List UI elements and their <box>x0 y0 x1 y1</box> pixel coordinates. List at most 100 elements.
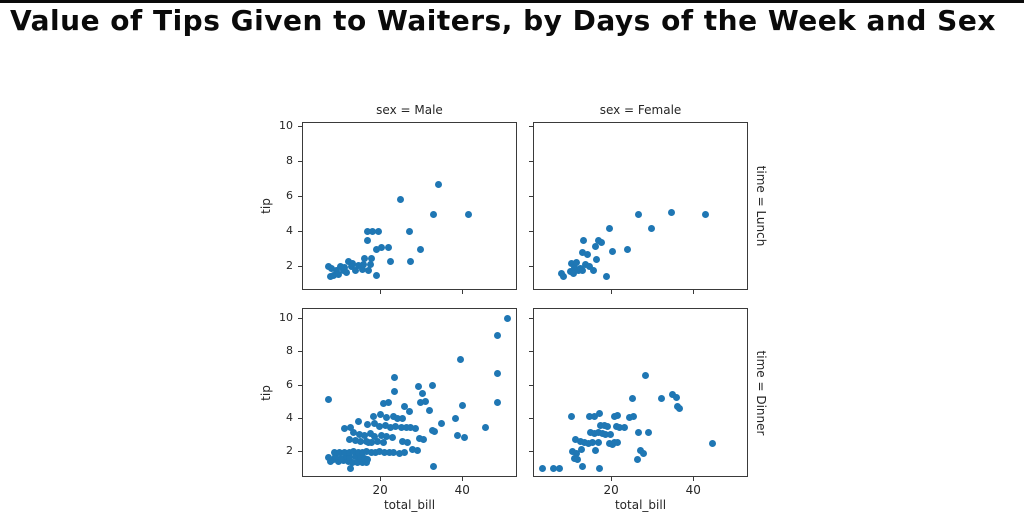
scatter-point <box>414 383 422 391</box>
figure-title: Value of Tips Given to Waiters, by Days … <box>10 4 996 37</box>
scatter-point <box>629 413 637 421</box>
scatter-point <box>344 257 352 265</box>
scatter-point <box>341 448 349 456</box>
scatter-point <box>616 423 624 431</box>
scatter-point <box>389 433 397 441</box>
y-tick <box>529 230 533 232</box>
scatter-point <box>647 224 655 232</box>
scatter-point <box>382 413 390 421</box>
scatter-point <box>378 243 386 251</box>
scatter-point <box>579 236 587 244</box>
scatter-point <box>406 424 414 432</box>
col-title-sex-female: sex = Female <box>599 103 682 117</box>
scatter-point <box>354 417 362 425</box>
scatter-point <box>334 270 342 278</box>
scatter-point <box>417 245 425 253</box>
scatter-point <box>589 439 597 447</box>
scatter-point <box>460 433 468 441</box>
y-tick <box>529 195 533 197</box>
scatter-point <box>355 261 363 269</box>
scatter-point <box>585 263 593 270</box>
scatter-point <box>402 424 410 432</box>
scatter-point <box>406 407 414 415</box>
scatter-point <box>590 412 598 420</box>
scatter-point <box>614 412 622 420</box>
scatter-point <box>422 397 430 405</box>
y-tick-label: 8 <box>286 344 293 358</box>
y-tick <box>529 451 533 453</box>
row-label-time-dinner: time = Dinner <box>754 350 768 435</box>
scatter-point <box>366 430 374 438</box>
scatter-point <box>569 448 577 456</box>
scatter-point <box>435 180 443 188</box>
scatter-point <box>414 447 422 455</box>
scatter-point <box>379 399 387 407</box>
scatter-point <box>367 439 375 447</box>
y-tick-label: 8 <box>286 153 293 167</box>
scatter-point <box>361 254 369 262</box>
scatter-point <box>384 243 392 251</box>
row-label-time-lunch: time = Lunch <box>754 165 768 247</box>
scatter-point <box>708 440 716 448</box>
scatter-point <box>399 415 407 423</box>
y-tick <box>298 195 302 197</box>
scatter-point <box>373 272 381 280</box>
scatter-point <box>352 453 360 461</box>
scatter-point <box>464 210 472 218</box>
y-tick <box>298 384 302 386</box>
x-tick <box>380 290 382 294</box>
window-top-edge <box>0 0 1024 3</box>
y-tick <box>529 317 533 319</box>
scatter-point <box>606 430 614 438</box>
scatter-point <box>504 315 512 323</box>
scatter-point <box>576 437 584 445</box>
y-tick-label: 6 <box>286 188 293 202</box>
scatter-point <box>362 438 370 446</box>
scatter-point <box>336 449 344 457</box>
scatter-point <box>374 228 382 235</box>
scatter-point <box>459 402 467 410</box>
scatter-point <box>591 243 599 251</box>
x-tick <box>462 477 464 481</box>
y-tick <box>529 417 533 419</box>
scatter-point <box>493 332 501 340</box>
y-tick-label: 2 <box>286 258 293 272</box>
scatter-point <box>597 238 605 246</box>
scatter-point <box>381 422 389 430</box>
scatter-point <box>374 438 382 446</box>
x-tick <box>611 477 613 481</box>
scatter-point <box>376 411 384 419</box>
scatter-point <box>572 258 580 266</box>
scatter-point <box>385 448 393 456</box>
scatter-point <box>347 465 355 473</box>
scatter-point <box>635 210 643 218</box>
scatter-point <box>668 208 676 216</box>
scatter-point <box>568 259 576 267</box>
scatter-point <box>411 425 419 433</box>
scatter-point <box>378 431 386 439</box>
x-tick-label: 20 <box>372 483 388 497</box>
y-tick <box>298 230 302 232</box>
scatter-point <box>621 424 629 432</box>
scatter-point <box>390 373 398 381</box>
scatter-point <box>583 251 591 259</box>
scatter-point <box>493 398 501 406</box>
y-tick <box>298 417 302 419</box>
scatter-point <box>603 422 611 430</box>
scatter-point <box>358 265 366 273</box>
scatter-point <box>352 437 360 445</box>
scatter-point <box>361 431 369 439</box>
scatter-point <box>595 438 603 446</box>
y-tick <box>529 125 533 127</box>
x-axis-label: total_bill <box>614 498 667 512</box>
scatter-point <box>382 432 390 440</box>
scatter-point <box>324 263 332 270</box>
scatter-point <box>628 395 636 403</box>
scatter-point <box>481 423 489 431</box>
scatter-point <box>359 261 367 269</box>
scatter-point <box>394 415 402 423</box>
scatter-point <box>539 465 546 473</box>
scatter-point <box>371 420 379 428</box>
scatter-point <box>345 449 353 457</box>
scatter-point <box>568 413 576 421</box>
